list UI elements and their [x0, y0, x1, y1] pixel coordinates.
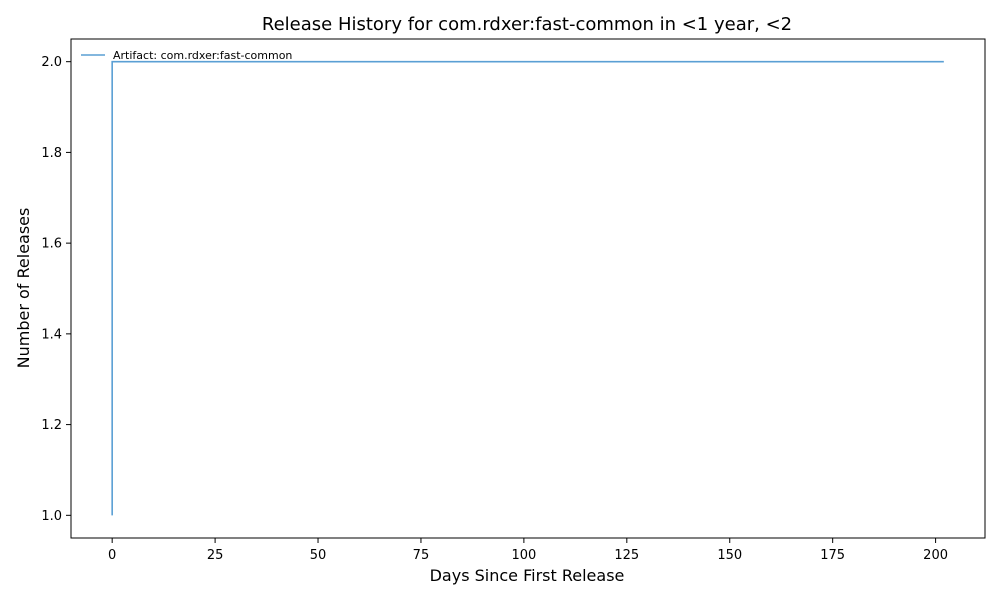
plot-frame [70, 38, 986, 539]
series-line [111, 60, 944, 516]
legend: Artifact: com.rdxer:fast-common [81, 49, 292, 62]
legend-label: Artifact: com.rdxer:fast-common [113, 49, 292, 62]
plot-area [111, 60, 944, 516]
x-axis: 0 25 50 75 100 125 150 175 200 [108, 538, 948, 563]
x-tick-label: 200 [923, 548, 948, 563]
y-tick-label: 1.8 [41, 146, 62, 161]
y-tick-label: 1.4 [41, 327, 62, 342]
y-axis-label: Number of Releases [14, 208, 33, 369]
x-tick-label: 125 [614, 548, 639, 563]
x-tick-label: 175 [820, 548, 845, 563]
x-tick-label: 150 [717, 548, 742, 563]
y-tick-label: 2.0 [41, 55, 62, 70]
y-tick-label: 1.2 [41, 418, 62, 433]
x-tick-label: 0 [108, 548, 116, 563]
y-axis: 1.0 1.2 1.4 1.6 1.8 2.0 [41, 55, 71, 524]
x-tick-label: 75 [413, 548, 430, 563]
chart-title: Release History for com.rdxer:fast-commo… [262, 14, 792, 35]
x-tick-label: 100 [511, 548, 536, 563]
x-axis-label: Days Since First Release [430, 566, 625, 585]
y-tick-label: 1.6 [41, 237, 62, 252]
y-tick-label: 1.0 [41, 509, 62, 524]
x-tick-label: 50 [310, 548, 327, 563]
x-tick-label: 25 [207, 548, 224, 563]
